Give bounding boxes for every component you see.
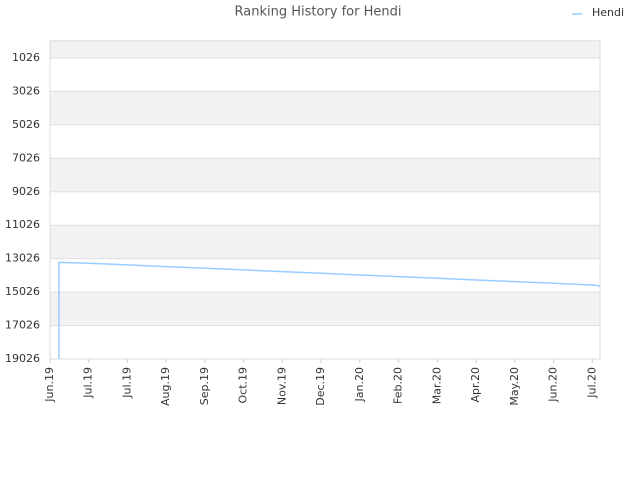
- x-tick-label: Mar.20: [430, 367, 443, 404]
- line-series: [58, 261, 601, 359]
- x-tick-label: Oct.19: [237, 367, 250, 404]
- y-tick-label: 17026: [5, 319, 40, 332]
- y-tick-label: 9026: [12, 185, 40, 198]
- x-tick-label: Dec.19: [314, 367, 327, 406]
- chart-title: Ranking History for Hendi: [235, 5, 402, 20]
- y-tick-label: 5026: [12, 118, 40, 131]
- legend-label: Hendi: [592, 6, 624, 19]
- y-tick-label: 15026: [5, 285, 40, 298]
- x-tick-label: Aug.19: [159, 367, 172, 406]
- x-tick-label: Jun.20: [547, 367, 560, 403]
- x-tick-label: Sep.19: [198, 367, 211, 405]
- y-tick-label: 1026: [12, 51, 40, 64]
- x-tick-label: Jul.20: [585, 367, 598, 399]
- x-tick-label: Jan.20: [353, 367, 366, 402]
- plot-border: [49, 40, 601, 360]
- x-tick-label: Jul.19: [120, 367, 133, 399]
- grid-band: [50, 40, 600, 58]
- x-tick-label: May.20: [508, 367, 521, 406]
- y-tick-label: 3026: [12, 84, 40, 97]
- grid-band: [50, 91, 600, 125]
- grid-band: [50, 158, 600, 192]
- y-tick-label: 11026: [5, 218, 40, 231]
- x-tick-label: Feb.20: [392, 367, 405, 404]
- grid-band: [50, 292, 600, 326]
- x-tick-label: Nov.19: [275, 367, 288, 405]
- x-tick-label: Jun.19: [43, 367, 56, 403]
- grid-band: [50, 225, 600, 259]
- y-tick-label: 19026: [5, 352, 40, 365]
- x-tick-label: Jul.19: [82, 367, 95, 399]
- y-tick-label: 7026: [12, 151, 40, 164]
- y-tick-label: 13026: [5, 252, 40, 265]
- x-tick-label: Apr.20: [469, 367, 482, 403]
